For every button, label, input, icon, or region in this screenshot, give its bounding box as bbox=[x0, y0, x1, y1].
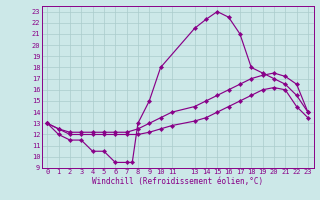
X-axis label: Windchill (Refroidissement éolien,°C): Windchill (Refroidissement éolien,°C) bbox=[92, 177, 263, 186]
